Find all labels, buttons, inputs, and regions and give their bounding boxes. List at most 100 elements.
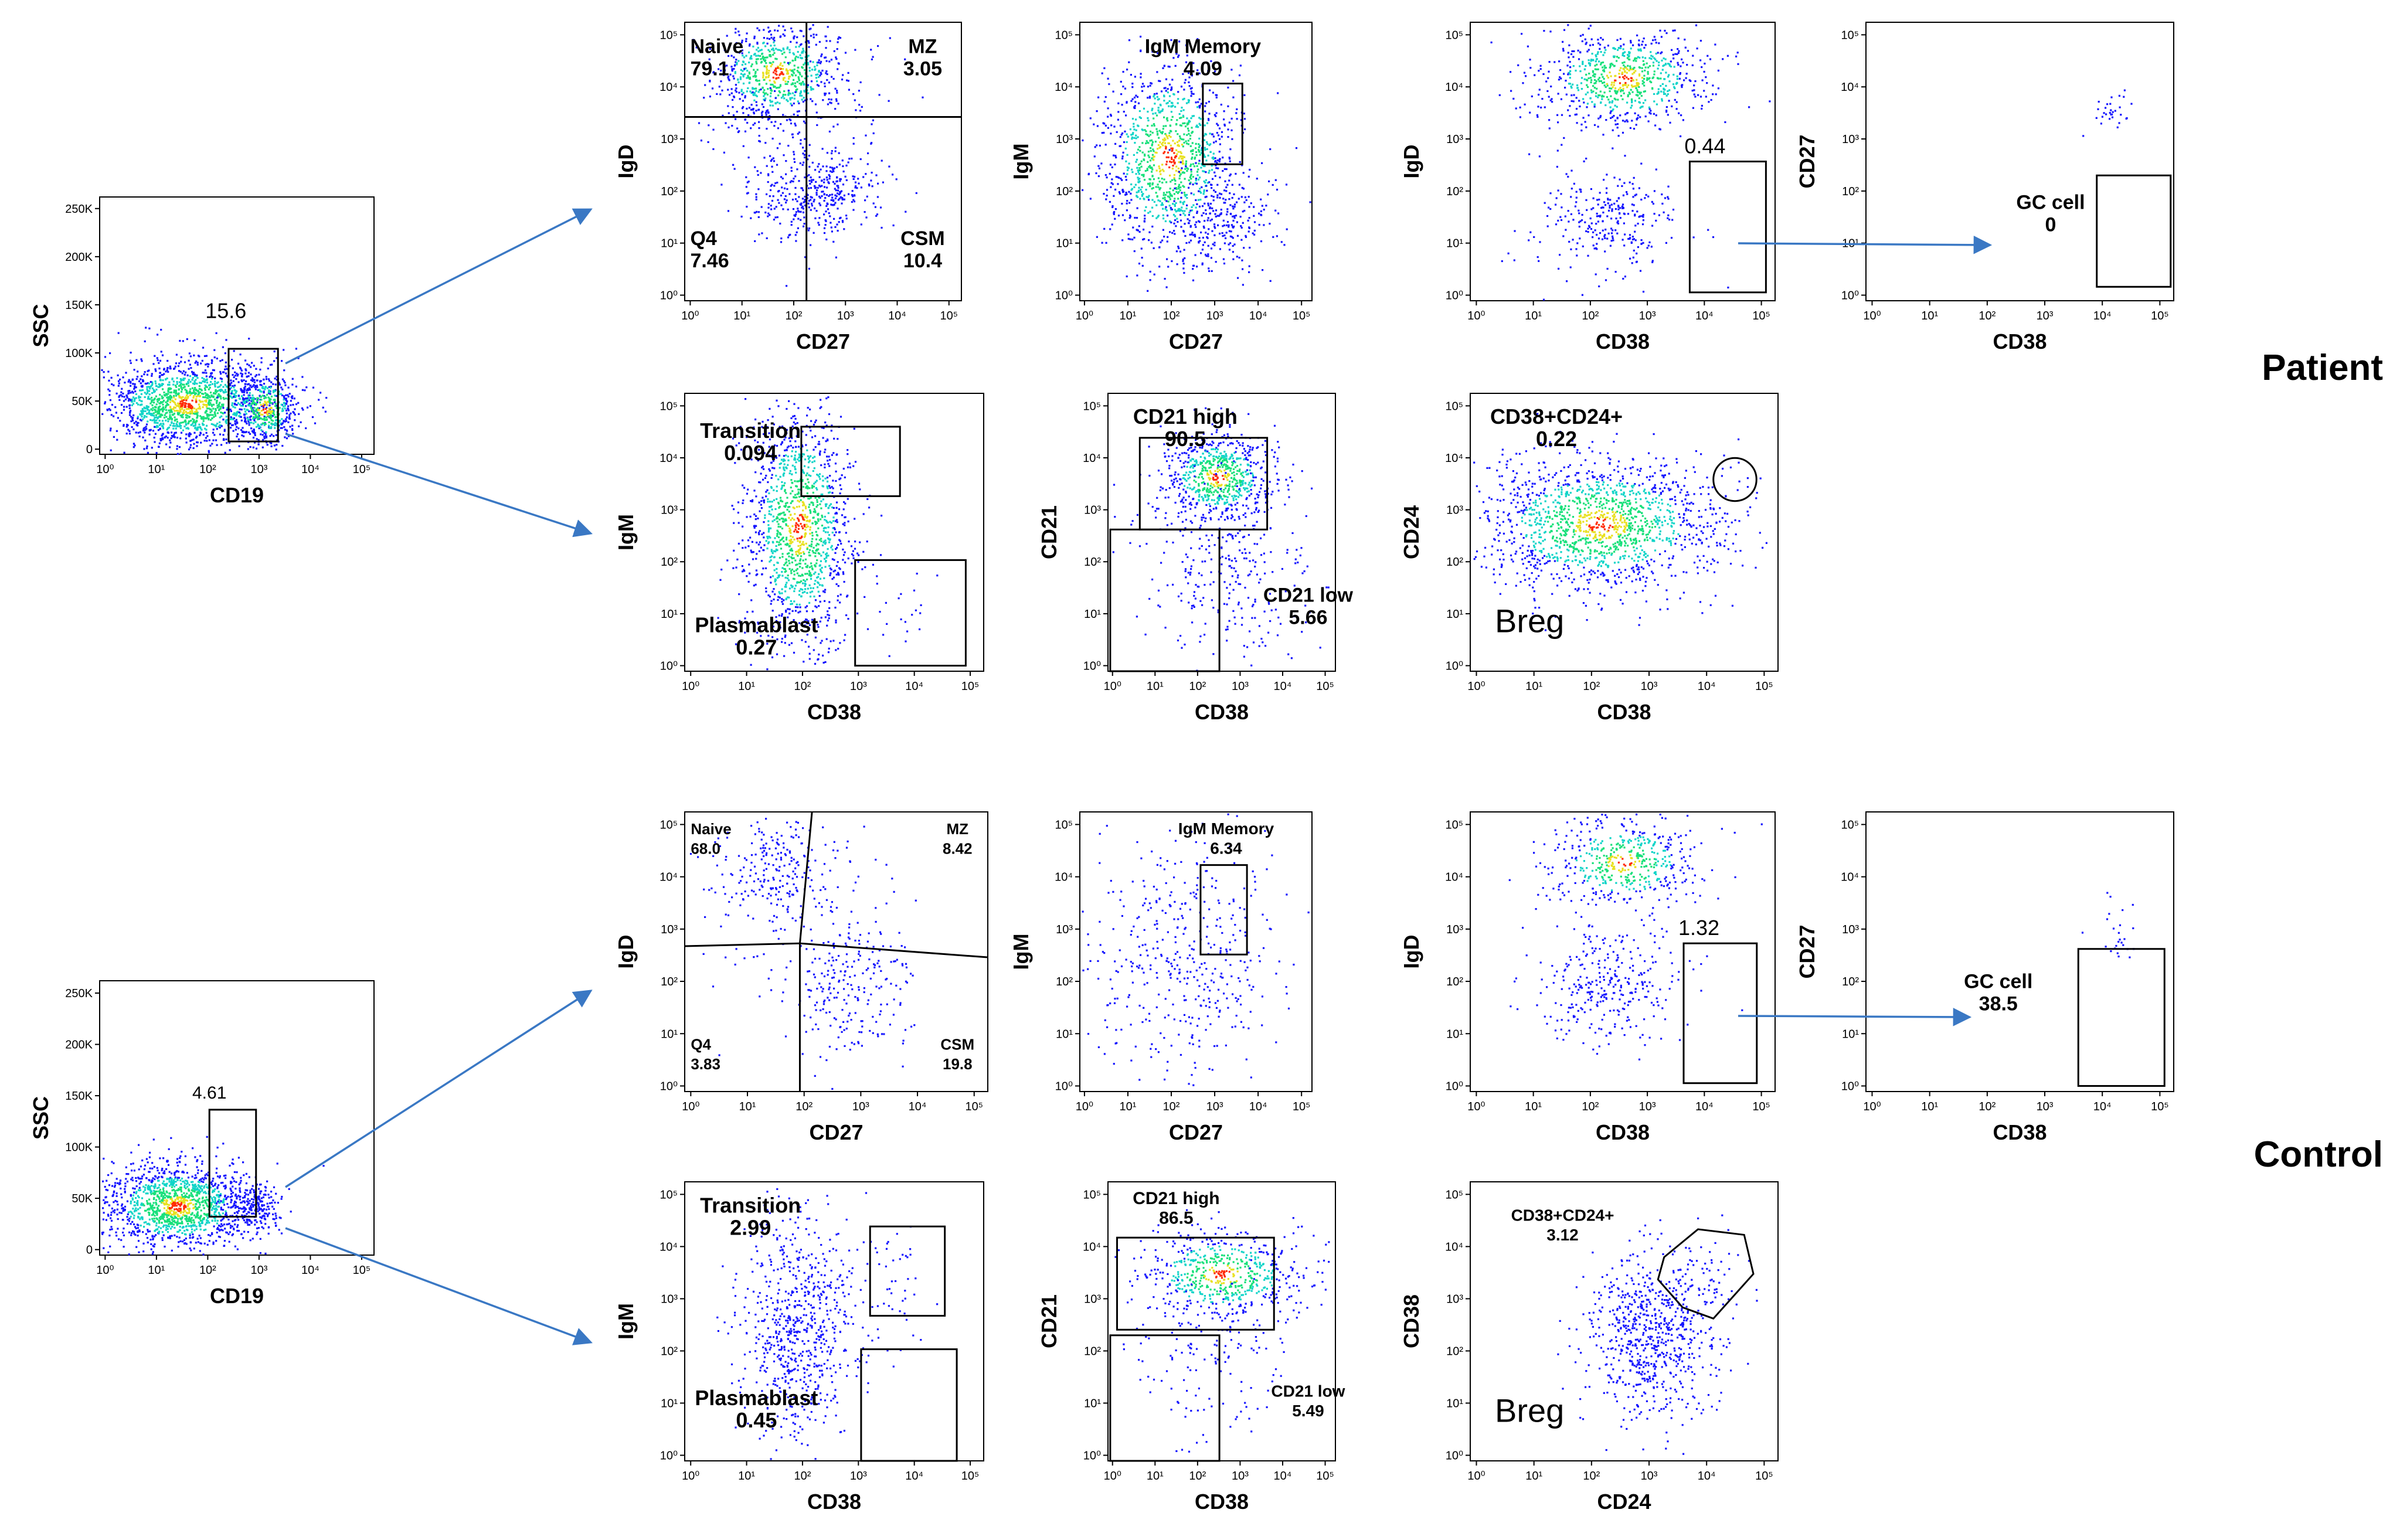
event-dot [1627, 95, 1629, 97]
event-dot [1175, 155, 1178, 157]
event-dot [259, 399, 261, 401]
event-dot [266, 404, 268, 406]
event-dot [1179, 189, 1181, 192]
event-dot [144, 431, 146, 434]
event-dot [1238, 256, 1240, 259]
event-dot [824, 219, 827, 222]
event-dot [741, 93, 743, 96]
event-dot [1571, 50, 1573, 52]
event-dot [228, 389, 231, 392]
event-dot [777, 67, 779, 69]
event-dot [192, 438, 195, 441]
event-dot [1179, 151, 1182, 153]
event-dot [843, 228, 845, 230]
event-dot [818, 224, 820, 226]
event-dot [1148, 231, 1151, 233]
event-dot [1176, 263, 1178, 266]
event-dot [175, 423, 178, 425]
event-dot [223, 430, 226, 432]
event-dot [250, 397, 252, 399]
event-dot [1128, 202, 1131, 204]
event-dot [1600, 80, 1603, 82]
event-dot [230, 410, 232, 412]
event-dot [1114, 217, 1116, 220]
event-dot [799, 29, 801, 32]
event-dot [117, 380, 120, 382]
event-dot [311, 416, 314, 419]
event-dot [281, 378, 284, 380]
event-dot [791, 133, 794, 135]
event-dot [1179, 155, 1182, 158]
event-dot [866, 195, 868, 198]
event-dot [180, 387, 182, 389]
event-dot [1575, 113, 1578, 115]
event-dot [815, 77, 818, 79]
event-dot [837, 230, 839, 232]
event-dot [151, 399, 153, 401]
event-dot [1207, 217, 1209, 219]
event-dot [223, 438, 225, 441]
event-dot [1177, 144, 1179, 146]
event-dot [1181, 157, 1184, 160]
event-dot [810, 28, 812, 30]
event-dot [1215, 215, 1217, 217]
event-dot [1585, 126, 1587, 128]
event-dot [109, 409, 111, 412]
event-dot [151, 396, 153, 399]
event-dot [166, 403, 168, 405]
event-dot [261, 387, 263, 389]
x-tick-label: 10⁵ [940, 310, 958, 322]
event-dot [1130, 183, 1133, 186]
event-dot [1174, 187, 1176, 189]
event-dot [1616, 60, 1618, 62]
event-dot [1165, 134, 1168, 137]
event-dot [1661, 83, 1664, 85]
event-dot [209, 386, 211, 389]
event-dot [158, 397, 161, 400]
event-dot [193, 407, 195, 410]
event-dot [1190, 95, 1192, 97]
event-dot [130, 382, 132, 384]
event-dot [235, 414, 237, 417]
event-dot [807, 202, 810, 205]
event-dot [756, 62, 758, 64]
event-dot [1592, 74, 1595, 77]
event-dot [797, 66, 800, 69]
event-dot [217, 386, 219, 389]
event-dot [116, 438, 118, 441]
event-dot [1214, 213, 1216, 215]
event-dot [251, 430, 254, 432]
event-dot [1221, 135, 1223, 138]
event-dot [162, 406, 164, 409]
event-dot [1198, 205, 1201, 208]
event-dot [753, 94, 755, 96]
event-dot [1214, 175, 1216, 177]
event-dot [127, 390, 130, 392]
event-dot [1104, 174, 1107, 176]
event-dot [1188, 101, 1190, 104]
event-dot [824, 56, 826, 59]
event-dot [166, 377, 168, 380]
event-dot [224, 451, 226, 454]
event-dot [225, 416, 227, 418]
event-dot [1165, 146, 1167, 148]
event-dot [820, 81, 822, 83]
event-dot [203, 378, 205, 380]
event-dot [214, 398, 216, 400]
event-dot [787, 62, 789, 64]
event-dot [1204, 110, 1206, 113]
event-dot [1151, 225, 1154, 228]
event-dot [260, 423, 263, 426]
event-dot [1590, 38, 1593, 40]
event-dot [1214, 191, 1217, 193]
event-dot [1101, 132, 1103, 134]
event-dot [1158, 98, 1160, 100]
event-dot [1235, 172, 1237, 175]
event-dot [246, 422, 248, 425]
event-dot [163, 394, 165, 396]
event-dot [148, 433, 151, 436]
event-dot [215, 390, 217, 393]
event-dot [790, 40, 792, 43]
event-dot [218, 408, 221, 410]
event-dot [787, 46, 789, 49]
